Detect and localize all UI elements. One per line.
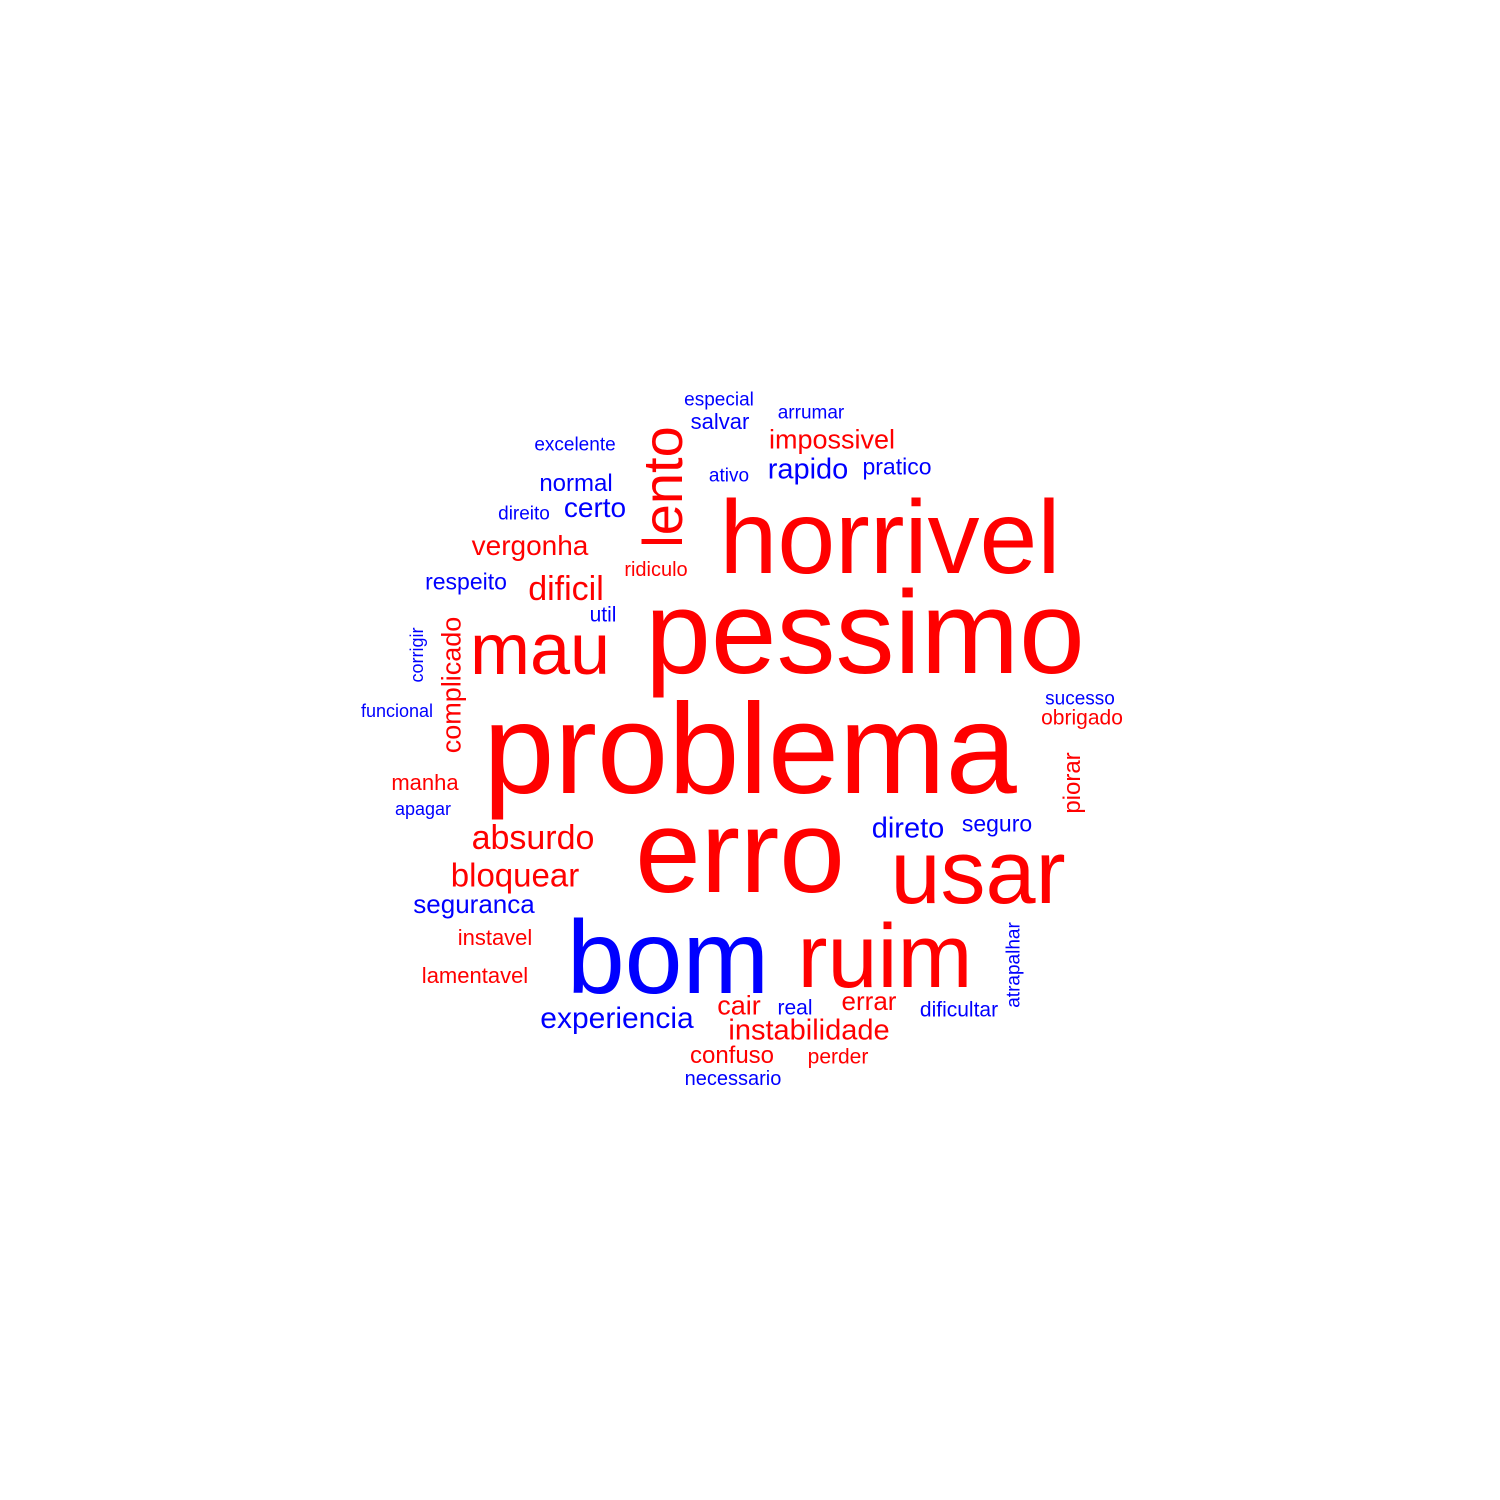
word-arrumar: arrumar	[777, 402, 845, 424]
word-util: util	[589, 603, 617, 627]
word-seguranca: seguranca	[413, 889, 535, 919]
word-cair: cair	[717, 990, 761, 1021]
word-pessimo: pessimo	[645, 567, 1085, 699]
word-mau: mau	[469, 610, 611, 690]
word-excelente: excelente	[534, 434, 616, 456]
word-certo: certo	[563, 492, 627, 523]
word-ruim: ruim	[797, 907, 973, 1007]
word-horrivel: horrivel	[719, 480, 1061, 596]
word-bom: bom	[566, 900, 770, 1016]
word-normal: normal	[539, 470, 613, 497]
word-manha: manha	[391, 770, 459, 795]
word-perder: perder	[807, 1045, 869, 1069]
word-complicado: complicado	[436, 616, 467, 754]
word-impossivel: impossivel	[768, 424, 896, 455]
word-instavel: instavel	[457, 925, 533, 950]
word-salvar: salvar	[690, 409, 750, 434]
word-instabilidade: instabilidade	[728, 1014, 890, 1047]
word-confuso: confuso	[689, 1042, 775, 1069]
word-lamentavel: lamentavel	[421, 963, 529, 988]
word-direito: direito	[498, 503, 550, 525]
word-obrigado: obrigado	[1041, 706, 1123, 730]
word-piorar: piorar	[1059, 752, 1086, 814]
word-necessario: necessario	[684, 1068, 782, 1090]
word-atrapalhar: atrapalhar	[1003, 922, 1025, 1008]
word-sucesso: sucesso	[1045, 688, 1115, 710]
word-especial: especial	[684, 389, 754, 411]
word-ridiculo: ridiculo	[624, 559, 688, 581]
word-rapido: rapido	[767, 453, 849, 486]
word-vergonha: vergonha	[471, 530, 589, 561]
word-errar: errar	[841, 986, 897, 1016]
word-lento: lento	[631, 426, 694, 548]
word-respeito: respeito	[425, 568, 507, 595]
word-dificil: dificil	[528, 570, 604, 608]
word-erro: erro	[635, 786, 845, 918]
word-usar: usar	[890, 823, 1066, 923]
word-bloquear: bloquear	[450, 856, 580, 894]
word-problema: problema	[483, 678, 1017, 821]
word-corrigir: corrigir	[407, 627, 427, 683]
word-apagar: apagar	[394, 799, 452, 819]
word-pratico: pratico	[862, 453, 932, 480]
word-ativo: ativo	[708, 465, 750, 487]
word-experiencia: experiencia	[540, 1002, 694, 1035]
word-direto: direto	[871, 812, 945, 845]
word-absurdo: absurdo	[471, 819, 595, 857]
word-dificultar: dificultar	[919, 998, 999, 1022]
word-funcional: funcional	[360, 701, 434, 721]
word-seguro: seguro	[961, 810, 1033, 837]
word-real: real	[777, 996, 813, 1020]
